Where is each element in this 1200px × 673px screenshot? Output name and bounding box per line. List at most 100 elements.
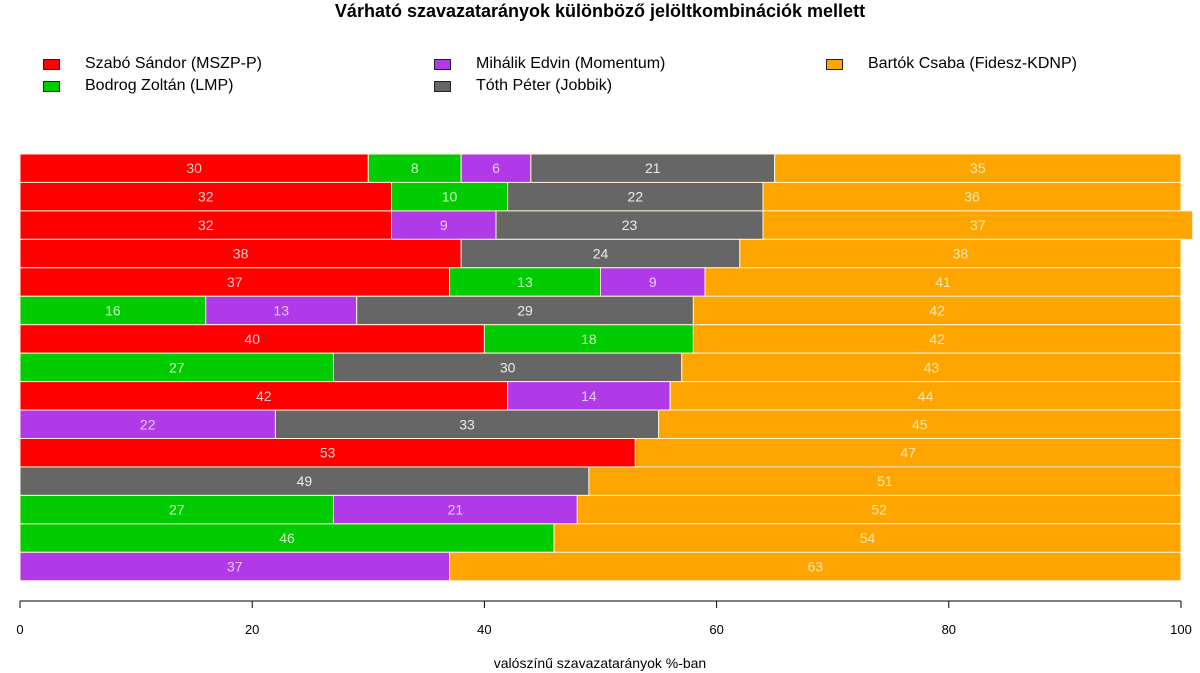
data-label-bartok: 37 <box>970 217 986 233</box>
bar-segment-bodrog <box>367 153 462 183</box>
x-tick-label: 60 <box>709 622 723 637</box>
data-label-mihalik: 13 <box>273 302 289 318</box>
bar-row-9: 42 14 44 <box>19 381 1182 411</box>
data-label-mihalik: 22 <box>140 416 156 432</box>
bar-row-4: 38 24 38 <box>19 238 1182 269</box>
bar-segment-bartok <box>449 551 1182 582</box>
data-label-bodrog: 18 <box>581 331 597 347</box>
data-label-bodrog: 16 <box>105 302 121 318</box>
data-label-mihalik: 9 <box>440 217 448 233</box>
legend-swatch-bartok <box>826 58 843 70</box>
bar-row-10: 22 33 45 <box>19 409 1182 439</box>
data-label-toth: 24 <box>593 246 609 262</box>
legend-item-szabo: Szabó Sándor (MSZP-P) <box>43 55 262 73</box>
bar-row-11: 53 47 <box>19 438 1182 468</box>
bar-row-6: 16 13 29 42 <box>19 295 1182 326</box>
data-label-mihalik: 6 <box>492 160 500 176</box>
data-label-szabo: 42 <box>256 388 272 404</box>
legend-swatch-toth <box>434 80 451 92</box>
bar-row-8: 27 30 43 <box>19 352 1182 383</box>
bar-segment-toth <box>460 238 741 269</box>
data-label-bartok: 54 <box>860 530 876 546</box>
bar-row-13: 27 21 52 <box>19 494 1182 525</box>
bar-segment-toth <box>332 352 683 383</box>
data-label-bodrog: 10 <box>442 189 458 205</box>
x-tick-label: 100 <box>1170 622 1192 637</box>
data-label-szabo: 32 <box>198 189 214 205</box>
bar-segment-bartok <box>692 295 1182 326</box>
data-label-bartok: 47 <box>900 445 916 461</box>
data-label-mihalik: 14 <box>581 388 597 404</box>
bar-segment-bodrog <box>391 181 509 212</box>
bar-segment-mihalik <box>19 409 276 439</box>
data-label-szabo: 32 <box>198 217 214 233</box>
bar-segment-bartok <box>681 352 1182 383</box>
legend-label-toth: Tóth Péter (Jobbik) <box>476 77 613 94</box>
x-axis-label: valószínű szavazatarányok %-ban <box>493 655 707 671</box>
data-label-bartok: 51 <box>877 473 893 489</box>
x-tick-label: 20 <box>245 622 259 637</box>
legend-label-bartok: Bartók Csaba (Fidesz-KDNP) <box>868 55 1077 72</box>
bar-row-12: 49 51 <box>19 466 1182 496</box>
legend-item-toth: Tóth Péter (Jobbik) <box>434 77 612 95</box>
legend-swatch-bodrog <box>43 80 60 92</box>
data-label-bartok: 52 <box>871 502 887 518</box>
bar-segment-mihalik <box>507 381 671 411</box>
data-label-bodrog: 27 <box>169 502 185 518</box>
data-label-szabo: 40 <box>244 331 260 347</box>
data-label-toth: 33 <box>459 416 475 432</box>
bar-segment-bartok <box>774 153 1182 183</box>
data-label-toth: 29 <box>517 302 533 318</box>
legend-item-bartok: Bartók Csaba (Fidesz-KDNP) <box>826 55 1077 73</box>
data-label-bartok: 43 <box>924 359 940 375</box>
legend-item-mihalik: Mihálik Edvin (Momentum) <box>434 55 665 73</box>
bar-segment-szabo <box>19 238 462 269</box>
legend-label-bodrog: Bodrog Zoltán (LMP) <box>85 77 234 94</box>
data-label-mihalik: 21 <box>448 502 464 518</box>
data-label-bartok: 63 <box>807 559 823 575</box>
data-label-bartok: 45 <box>912 416 928 432</box>
x-tick-label: 80 <box>942 622 956 637</box>
data-label-bodrog: 27 <box>169 359 185 375</box>
data-label-bodrog: 13 <box>517 274 533 290</box>
bar-segment-mihalik <box>391 210 497 240</box>
x-tick-label: 0 <box>16 622 23 637</box>
bar-segment-bartok <box>692 324 1182 354</box>
bar-segment-bartok <box>704 267 1182 297</box>
bar-row-1: 30 8 6 21 35 <box>19 153 1182 183</box>
chart-title: Várható szavazatarányok különböző jelölt… <box>334 1 866 21</box>
x-axis: 0 20 40 60 80 100 <box>16 600 1192 637</box>
data-label-bartok: 36 <box>964 189 980 205</box>
legend-label-mihalik: Mihálik Edvin (Momentum) <box>476 55 666 72</box>
bar-segment-bodrog <box>19 352 334 383</box>
data-label-mihalik: 9 <box>649 274 657 290</box>
data-label-szabo: 37 <box>227 274 243 290</box>
data-label-toth: 49 <box>297 473 313 489</box>
data-label-szabo: 38 <box>233 246 249 262</box>
bar-segment-bartok <box>634 438 1182 468</box>
bar-segment-bartok <box>669 381 1182 411</box>
data-label-bartok: 42 <box>929 302 945 318</box>
data-label-bartok: 42 <box>929 331 945 347</box>
bar-row-14: 46 54 <box>19 523 1182 553</box>
bar-segment-toth <box>356 295 694 326</box>
data-label-toth: 30 <box>500 359 516 375</box>
bar-segment-mihalik <box>205 295 358 326</box>
bar-segment-bartok <box>588 466 1182 496</box>
legend-label-szabo: Szabó Sándor (MSZP-P) <box>85 55 262 72</box>
bar-segment-bodrog <box>483 324 694 354</box>
data-label-bodrog: 8 <box>411 160 419 176</box>
bar-segment-szabo <box>19 210 393 240</box>
bar-row-2: 32 10 22 36 <box>19 181 1182 212</box>
data-label-szabo: 30 <box>186 160 202 176</box>
data-label-bartok: 38 <box>953 246 969 262</box>
data-label-bartok: 35 <box>970 160 986 176</box>
data-label-bartok: 44 <box>918 388 934 404</box>
legend-item-bodrog: Bodrog Zoltán (LMP) <box>43 77 234 95</box>
data-label-toth: 22 <box>628 189 644 205</box>
bar-segment-szabo <box>19 324 485 354</box>
bar-row-7: 40 18 42 <box>19 324 1182 354</box>
bar-row-3: 32 9 23 37 <box>19 210 1194 240</box>
